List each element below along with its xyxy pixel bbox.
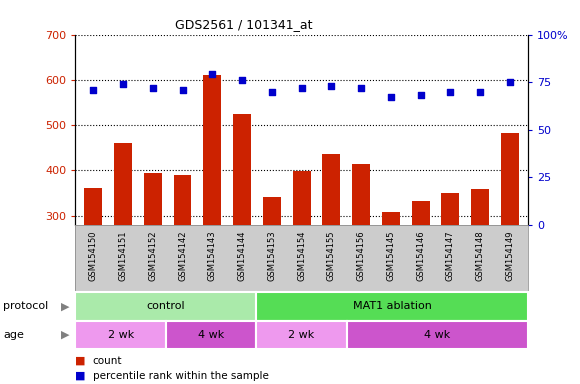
Bar [256,292,528,321]
Text: GSM154154: GSM154154 [297,230,306,281]
Point [89,87,98,93]
Text: GSM154151: GSM154151 [118,230,128,281]
Bar [347,321,528,349]
Bar [75,292,256,321]
Bar [166,321,256,349]
Text: 2 wk: 2 wk [288,330,315,340]
Text: age: age [3,330,24,340]
Text: ▶: ▶ [61,301,70,311]
Text: ■: ■ [75,356,86,366]
Point [476,89,485,95]
Point [237,77,246,83]
Bar [293,171,310,351]
Point [118,81,128,87]
Bar [75,321,166,349]
Bar [204,75,221,351]
Text: protocol: protocol [3,301,48,311]
Text: 4 wk: 4 wk [424,330,451,340]
Bar [382,212,400,351]
Text: GSM154153: GSM154153 [267,230,276,281]
Text: ■: ■ [75,371,86,381]
Point [416,92,425,98]
Text: GSM154146: GSM154146 [416,230,425,281]
Point [297,85,306,91]
Text: GSM154147: GSM154147 [446,230,455,281]
Text: GSM154144: GSM154144 [238,230,246,281]
Point [267,89,277,95]
Bar [233,114,251,351]
Text: GSM154156: GSM154156 [357,230,365,281]
Bar [84,189,102,351]
Bar [352,164,370,351]
Text: GSM154152: GSM154152 [148,230,157,281]
Point [357,85,366,91]
Bar [322,154,340,351]
Text: GSM154155: GSM154155 [327,230,336,281]
Bar [471,189,489,351]
Bar [144,172,162,351]
Text: GSM154145: GSM154145 [386,230,396,281]
Point [446,89,455,95]
Bar [114,143,132,351]
Point [148,85,157,91]
Point [327,83,336,89]
Text: MAT1 ablation: MAT1 ablation [353,301,432,311]
Point [386,94,396,100]
Text: count: count [93,356,122,366]
Point [208,71,217,78]
Text: GDS2561 / 101341_at: GDS2561 / 101341_at [175,18,313,31]
Point [178,87,187,93]
Text: GSM154150: GSM154150 [89,230,98,281]
Text: percentile rank within the sample: percentile rank within the sample [93,371,269,381]
Bar [173,175,191,351]
Text: GSM154149: GSM154149 [505,230,514,281]
Text: GSM154142: GSM154142 [178,230,187,281]
Bar [263,197,281,351]
Text: 4 wk: 4 wk [198,330,224,340]
Text: GSM154148: GSM154148 [476,230,485,281]
Bar [501,133,519,351]
Bar [256,321,347,349]
Text: control: control [147,301,185,311]
Text: ▶: ▶ [61,330,70,340]
Text: GSM154143: GSM154143 [208,230,217,281]
Point [505,79,514,85]
Text: 2 wk: 2 wk [107,330,134,340]
Bar [412,201,430,351]
Bar [441,193,459,351]
